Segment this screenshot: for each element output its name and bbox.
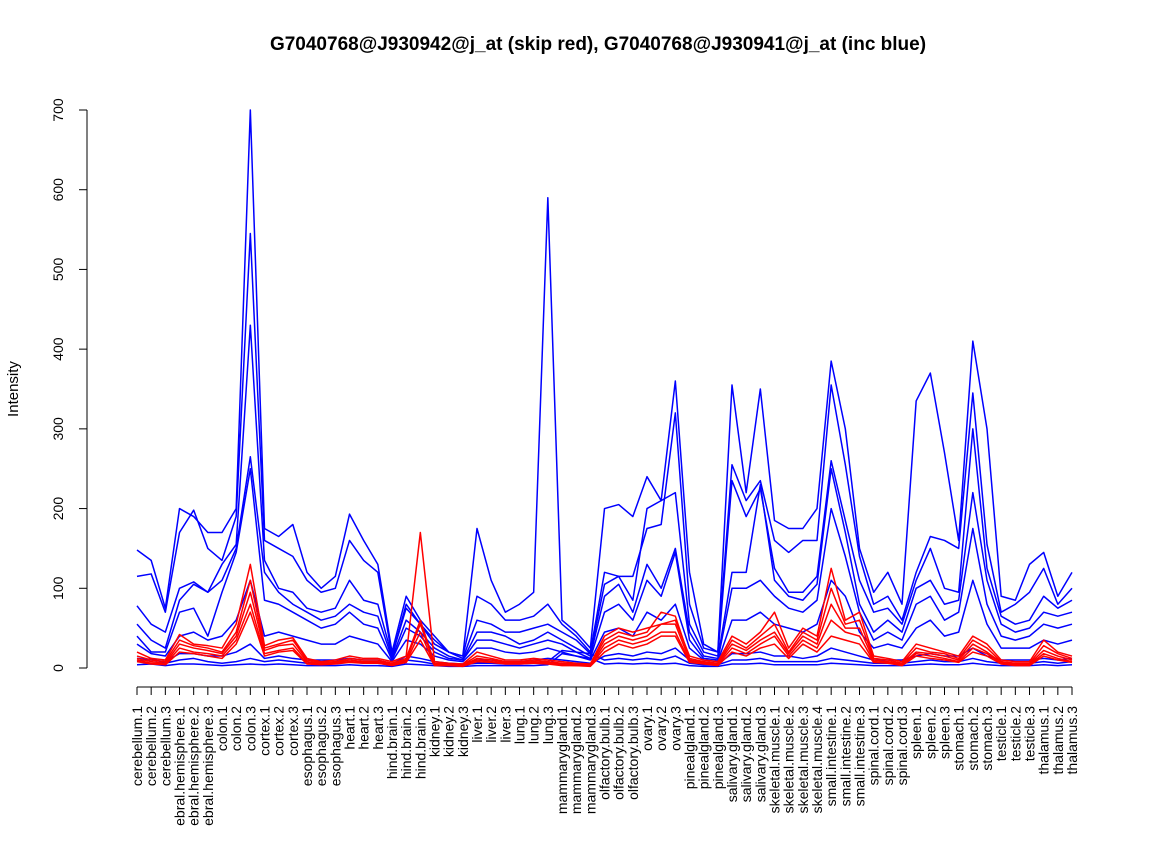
x-tick-label: ebral.hemisphere.1 [172,706,188,826]
x-tick-label: cerebellum.1 [129,706,145,786]
x-tick-label: hind.brain.3 [412,706,428,779]
x-tick-label: stomach.3 [979,706,995,771]
x-tick-label: lung.1 [512,706,528,744]
x-tick-label: spinal.cord.3 [894,706,910,786]
x-tick-label: mammarygland.3 [582,706,598,814]
x-tick-label: small.intestine.2 [837,706,853,807]
x-tick-label: spleen.3 [937,706,953,759]
x-tick-label: liver.1 [469,706,485,743]
series-line-inc-4 [136,467,1073,661]
x-tick-label: salivary.gland.2 [738,706,754,802]
x-tick-label: heart.1 [342,706,358,750]
x-tick-label: testicle.3 [1022,706,1038,761]
series-line-skip-12 [136,603,1073,667]
x-tick-label: skeletal.muscle.1 [767,706,783,814]
x-tick-label: thalamus.3 [1064,706,1080,775]
x-tick-label: spinal.cord.2 [880,706,896,786]
x-tick-label: liver.2 [483,706,499,743]
x-tick-label: thalamus.2 [1050,706,1066,775]
series-line-inc-3 [136,456,1073,661]
y-tick-label: 300 [50,417,66,441]
x-tick-label: colon.2 [228,706,244,751]
x-tick-label: esophagus.1 [299,706,315,786]
x-tick-label: spinal.cord.1 [866,706,882,786]
x-tick-label: esophagus.2 [313,706,329,786]
y-tick-label: 400 [50,337,66,361]
x-tick-label: skeletal.muscle.2 [781,706,797,814]
x-tick-label: kidney.3 [455,706,471,757]
x-tick-label: skeletal.muscle.3 [795,706,811,814]
x-tick-label: testicle.2 [1007,706,1023,761]
x-tick-label: kidney.2 [441,706,457,757]
y-tick-label: 0 [50,664,66,672]
x-tick-label: salivary.gland.1 [724,706,740,802]
x-tick-label: hind.brain.2 [398,706,414,779]
x-tick-label: heart.3 [370,706,386,750]
x-tick-label: pinealgland.3 [710,706,726,790]
x-tick-label: skeletal.muscle.4 [809,706,825,814]
y-tick-label: 100 [50,576,66,600]
series-line-skip-9 [136,531,1073,665]
series-line-skip-10 [136,579,1073,666]
x-tick-label: pinealgland.2 [696,706,712,790]
x-tick-label: mammarygland.2 [568,706,584,814]
y-tick-label: 600 [50,178,66,202]
x-tick-label: esophagus.3 [327,706,343,786]
x-tick-label: colon.1 [214,706,230,751]
x-tick-label: lung.2 [526,706,542,744]
series-layer [136,109,1073,668]
x-tick-label: heart.2 [356,706,372,750]
x-tick-label: colon.3 [242,706,258,751]
x-tick-label: kidney.1 [427,706,443,757]
x-tick-label: liver.3 [497,706,513,743]
x-tick-label: cortex.2 [271,706,287,756]
chart-title: G7040768@J930942@j_at (skip red), G70407… [270,34,926,55]
x-tick-label: ovary.2 [653,706,669,751]
x-tick-label: cerebellum.2 [143,706,159,786]
y-axis-label: Intensity [5,361,22,417]
x-tick-label: small.intestine.1 [823,706,839,807]
y-tick-label: 500 [50,258,66,282]
x-tick-label: ovary.3 [667,706,683,751]
x-tick-label: stomach.1 [951,706,967,771]
series-line-inc-8 [136,652,1073,668]
x-tick-label: cerebellum.3 [157,706,173,786]
x-tick-label: small.intestine.3 [852,706,868,807]
series-line-inc-2 [136,324,1073,660]
x-tick-label: olfactory.bulb.2 [611,706,627,800]
y-tick-label: 700 [50,98,66,122]
series-line-skip-13 [136,611,1073,668]
x-tick-label: hind.brain.1 [384,706,400,779]
series-line-skip-11 [136,591,1073,667]
x-tick-label: testicle.1 [993,706,1009,761]
x-tick-label: olfactory.bulb.1 [597,706,613,800]
series-line-inc-5 [136,579,1073,663]
series-line-inc-0 [136,109,1073,657]
x-tick-label: salivary.gland.3 [752,706,768,802]
series-line-inc-1 [136,232,1073,657]
x-tick-label: stomach.2 [965,706,981,771]
x-tick-label: mammarygland.1 [554,706,570,814]
x-tick-label: cortex.3 [285,706,301,756]
x-tick-label: ovary.1 [639,706,655,751]
x-tick-label: ebral.hemisphere.2 [186,706,202,826]
x-tick-label: thalamus.1 [1036,706,1052,775]
y-axis: 0 100 200 300 400 500 600 700 [50,98,88,672]
y-tick-label: 200 [50,497,66,521]
x-tick-label: olfactory.bulb.3 [625,706,641,800]
series-line-inc-7 [136,649,1073,666]
x-tick-label: lung.3 [540,706,556,744]
x-axis: cerebellum.1cerebellum.2cerebellum.3ebra… [129,686,1080,826]
x-tick-label: spleen.1 [908,706,924,759]
x-tick-label: spleen.2 [922,706,938,759]
x-tick-label: ebral.hemisphere.3 [200,706,216,826]
x-tick-label: pinealgland.1 [682,706,698,790]
x-tick-label: cortex.1 [257,706,273,756]
